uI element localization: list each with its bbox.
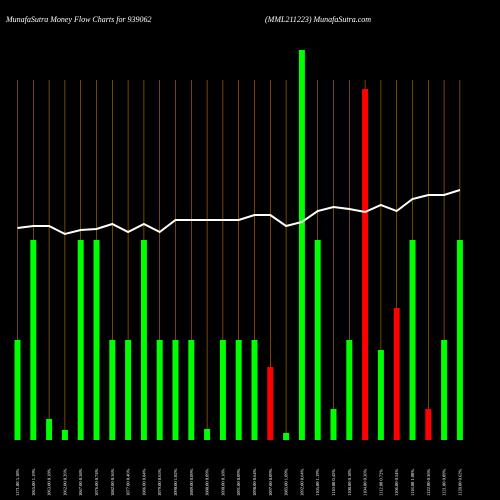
x-tick-label: 1077.00 0.46% [126, 468, 131, 496]
x-tick-label: 1091.00 0.09% [236, 468, 241, 496]
bar [172, 340, 179, 440]
x-tick-label: 1118.00 1.08% [410, 469, 415, 496]
x-tick-label: 1089.00 0.09% [189, 468, 194, 496]
x-tick-label: 1085.00 1.09% [284, 468, 289, 496]
bar [109, 340, 116, 440]
x-tick-label: 1108.00 0.18% [347, 469, 352, 496]
x-tick-label: 1104.00 0.36% [363, 469, 368, 496]
x-tick-label: 1105.00 1.19% [315, 469, 320, 496]
x-tick-label: 1076.00 0.74% [94, 468, 99, 496]
x-tick-label: 1065.00 1.19% [31, 468, 36, 496]
x-tick-label: 1121.00 0.09% [442, 469, 447, 496]
bar [456, 240, 463, 440]
x-tick-label: 1097.00 0.09% [268, 468, 273, 496]
bar [125, 340, 132, 440]
x-tick-label: 1098.00 0.64% [252, 468, 257, 496]
x-tick-label: 1128.00 0.62% [457, 469, 462, 496]
bar [156, 340, 163, 440]
bar [330, 409, 337, 440]
bar [267, 367, 274, 440]
x-tick-label: 1090.00 0.18% [220, 468, 225, 496]
bar [235, 340, 242, 440]
bar [93, 240, 100, 440]
bar [314, 240, 321, 440]
bar [346, 340, 353, 440]
x-tick-label: 1092.00 0.64% [299, 468, 304, 496]
money-flow-line [17, 189, 461, 236]
chart-title: MunafaSutra Money Flow Charts for 939062 [5, 15, 152, 24]
x-tick-label: 1122.00 0.36% [426, 469, 431, 496]
x-tick-label: 1062.00 0.26% [62, 468, 67, 496]
x-tick-label: 1112.00 0.72% [378, 469, 383, 496]
bar [188, 340, 195, 440]
bar [362, 89, 369, 440]
x-tick-label: 1086.00 0.84% [141, 468, 146, 496]
x-tick-label: 1110.00 0.45% [331, 469, 336, 496]
bar [30, 240, 37, 440]
bar [298, 50, 305, 440]
bar [425, 409, 432, 440]
x-tick-label: 1171.00 3.18% [15, 469, 20, 496]
bar [77, 240, 84, 440]
bar [283, 433, 290, 440]
bar [377, 350, 384, 440]
x-tick-label: 1082.00 0.56% [110, 468, 115, 496]
x-tick-label: 1106.00 0.54% [394, 469, 399, 496]
bar [140, 240, 147, 440]
bar [409, 240, 416, 440]
bar [441, 340, 448, 440]
x-tick-label: 1067.00 0.58% [78, 468, 83, 496]
x-tick-label: 1079.00 0.65% [157, 468, 162, 496]
bar [14, 340, 21, 440]
bar [393, 308, 400, 440]
x-tick-label: 1090.00 1.02% [173, 468, 178, 496]
chart-subtitle: (MML211223) MunafaSutra.com [265, 15, 371, 24]
bar [251, 340, 258, 440]
bar [204, 429, 211, 440]
x-tick-label: 1088.00 0.09% [205, 468, 210, 496]
bar [219, 340, 226, 440]
bar [61, 430, 68, 440]
bar [46, 419, 53, 440]
x-tick-label: 1063.00 0.18% [47, 468, 52, 496]
